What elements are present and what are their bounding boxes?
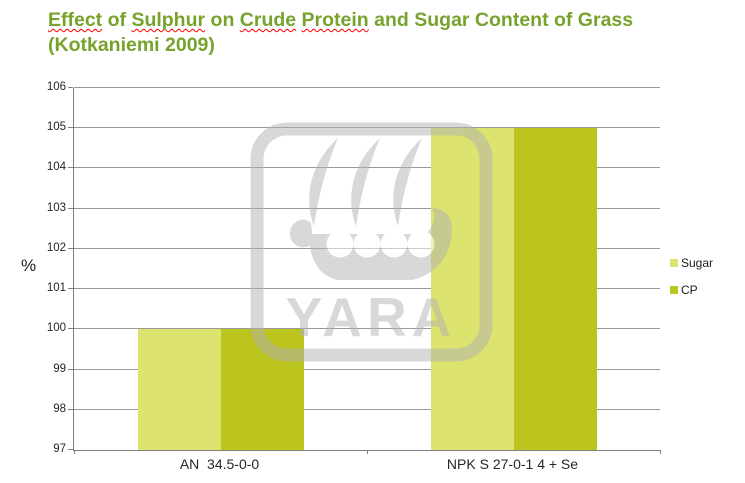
- x-axis-tickmark: [74, 450, 75, 454]
- chart-title-line1: Effect of Sulphur on Crude Protein and S…: [48, 8, 633, 33]
- y-tick-label: 102: [46, 241, 66, 254]
- y-axis-tickmark: [68, 207, 73, 209]
- legend-item-cp: CP: [670, 283, 713, 297]
- x-axis-tickmark: [367, 450, 368, 454]
- y-tick-label: 105: [46, 121, 66, 134]
- title-word: and Sugar Content of Grass: [368, 9, 634, 31]
- title-word: on: [205, 9, 240, 31]
- y-tick-label: 104: [46, 161, 66, 174]
- legend-label: Sugar: [681, 256, 714, 270]
- legend-swatch-sugar: [670, 259, 678, 267]
- y-tick-label: 100: [46, 322, 66, 335]
- y-tick-label: 106: [46, 81, 66, 93]
- y-tick-label: 103: [46, 201, 66, 214]
- chart-title-line2: (Kotkaniemi 2009): [48, 34, 215, 56]
- y-axis-tickmark: [68, 328, 73, 330]
- x-axis-tickmark: [660, 450, 661, 454]
- legend: Sugar CP: [670, 256, 713, 310]
- legend-label: CP: [681, 283, 698, 297]
- y-axis-tickmark: [68, 408, 73, 410]
- y-axis-label: %: [21, 256, 37, 275]
- y-tick-label: 97: [53, 443, 66, 455]
- title-word-misspelled: Crude: [239, 9, 297, 31]
- y-tick-label: 99: [53, 362, 66, 375]
- title-word-misspelled: Effect: [48, 9, 103, 31]
- x-category-label: AN 34.5-0-0: [179, 456, 260, 472]
- y-tick-label: 101: [46, 282, 66, 295]
- bar-sugar-group2: [430, 128, 514, 450]
- title-word: of: [102, 9, 132, 31]
- gridline: [74, 368, 660, 370]
- plot-area: [68, 87, 661, 454]
- title-word-misspelled: Protein: [301, 9, 369, 31]
- bar-sugar-group1: [137, 329, 221, 450]
- y-axis-tickmark: [68, 167, 73, 169]
- y-axis-tickmark: [68, 288, 73, 290]
- y-axis-tickmark: [68, 127, 73, 129]
- y-tick-label: 98: [53, 402, 66, 415]
- legend-swatch-cp: [670, 286, 678, 294]
- title-word-misspelled: Sulphur: [131, 9, 206, 31]
- y-axis-tickmark: [68, 449, 73, 450]
- gridline: [74, 87, 660, 88]
- chart-title: Effect of Sulphur on Crude Protein and S…: [48, 8, 633, 58]
- x-category-label: NPK S 27-0-1 4 + Se: [446, 456, 579, 472]
- gridline: [74, 408, 660, 410]
- y-axis-tickmark: [68, 247, 73, 249]
- y-axis-tickmark: [68, 368, 73, 370]
- bar-cp-group2: [513, 128, 597, 450]
- bar-cp-group1: [220, 329, 304, 450]
- y-axis-tickmark: [68, 87, 73, 88]
- legend-item-sugar: Sugar: [670, 256, 713, 270]
